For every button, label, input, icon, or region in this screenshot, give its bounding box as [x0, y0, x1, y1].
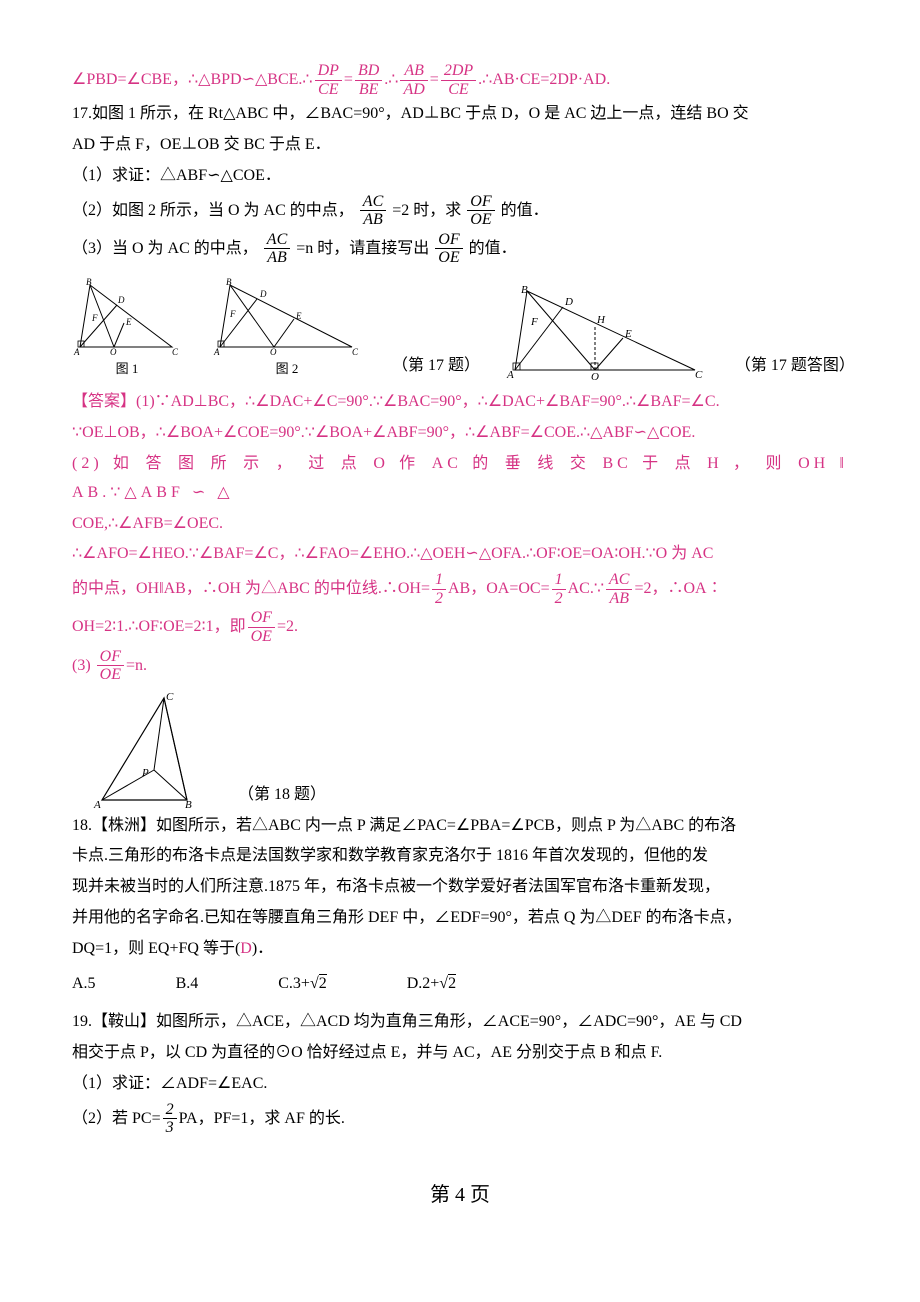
ans17-l1: 【答案】(1)∵AD⊥BC，∴∠DAC+∠C=90°.∵∠BAC=90°，∴∠D… — [72, 388, 848, 417]
svg-text:B: B — [226, 277, 232, 287]
svg-text:B: B — [86, 277, 92, 287]
svg-text:D: D — [117, 295, 125, 305]
svg-text:C: C — [695, 369, 703, 380]
svg-text:B: B — [521, 285, 528, 296]
svg-text:E: E — [624, 328, 632, 340]
q17-stem-line2: AD 于点 F，OE⊥OB 交 BC 于点 E． — [72, 131, 848, 160]
svg-text:F: F — [530, 316, 538, 328]
q18-l5: DQ=1，则 EQ+FQ 等于(D)． — [72, 935, 848, 964]
choice-d: D.2+√2 — [407, 970, 456, 999]
frac-of-oe-4: OFOE — [97, 648, 124, 684]
q19-p2: （2）若 PC=23PA，PF=1，求 AF 的长. — [72, 1101, 848, 1137]
q17-figures-row: B A C D F E O 图 1 B A C D F E O 图 2 （第 1… — [72, 277, 848, 380]
svg-text:E: E — [295, 311, 302, 321]
svg-text:H: H — [596, 314, 606, 326]
frac-of-oe: OFOE — [467, 193, 494, 229]
fig2-label: 图 2 — [276, 357, 299, 380]
fig1-label: 图 1 — [116, 357, 139, 380]
q17-part1: （1）求证：△ABF∽△COE． — [72, 162, 848, 191]
q19-p1: （1）求证：∠ADF=∠EAC. — [72, 1070, 848, 1099]
svg-text:O: O — [591, 371, 599, 380]
q18-figure-row: A B C P （第 18 题） — [92, 690, 848, 810]
svg-text:P: P — [141, 767, 149, 779]
frac-ac-ab-3: ACAB — [606, 571, 632, 607]
q18-answer-letter: D — [240, 940, 252, 957]
svg-text:A: A — [93, 799, 101, 810]
ans17-l5: ∴∠AFO=∠HEO.∵∠BAF=∠C，∴∠FAO=∠EHO.∴△OEH∽△OF… — [72, 540, 848, 569]
svg-text:D: D — [259, 289, 267, 299]
q19-l1: 19.【鞍山】如图所示，△ACE，△ACD 均为直角三角形，∠ACE=90°，∠… — [72, 1008, 848, 1037]
svg-text:E: E — [125, 317, 132, 327]
svg-text:F: F — [229, 309, 236, 319]
frac-dp-ce: DPCE — [315, 62, 342, 98]
ans17-l3: (2) 如 答 图 所 示 ， 过 点 O 作 AC 的 垂 线 交 BC 于 … — [72, 450, 848, 508]
frac-bd-be: BDBE — [355, 62, 382, 98]
frac-of-oe-2: OFOE — [435, 231, 462, 267]
svg-text:C: C — [166, 691, 174, 703]
choice-a: A.5 — [72, 970, 96, 999]
svg-text:C: C — [352, 347, 359, 357]
q17-figure-2: B A C D F E O 图 2 — [212, 277, 362, 380]
svg-text:A: A — [213, 347, 220, 357]
svg-text:B: B — [185, 799, 192, 810]
choice-c: C.3+√2 — [278, 970, 326, 999]
q18-l1: 18.【株洲】如图所示，若△ABC 内一点 P 满足∠PAC=∠PBA=∠PCB… — [72, 812, 848, 841]
frac-ac-ab-2: ACAB — [264, 231, 290, 267]
q18-l3: 现并未被当时的人们所注意.1875 年，布洛卡点被一个数学爱好者法国军官布洛卡重… — [72, 873, 848, 902]
ans17-l4: COE,∴∠AFB=∠OEC. — [72, 510, 848, 539]
q17-answer-figure: B A C D F H E O — [505, 285, 705, 380]
svg-text:A: A — [506, 369, 514, 380]
svg-text:O: O — [270, 347, 277, 357]
q17-part3: （3）当 O 为 AC 的中点， ACAB =n 时，请直接写出 OFOE 的值… — [72, 231, 848, 267]
frac-of-oe-3: OFOE — [248, 609, 275, 645]
svg-text:C: C — [172, 347, 179, 357]
q17-figure-caption: （第 17 题） — [392, 352, 475, 381]
q18-choices: A.5 B.4 C.3+√2 D.2+√2 — [72, 970, 848, 999]
q17-answer-caption: （第 17 题答图） — [735, 352, 848, 381]
svg-text:D: D — [564, 296, 573, 308]
ans17-l2: ∵OE⊥OB，∴∠BOA+∠COE=90°.∵∠BOA+∠ABF=90°，∴∠A… — [72, 419, 848, 448]
frac-ac-ab: ACAB — [360, 193, 386, 229]
q17-part2: （2）如图 2 所示，当 O 为 AC 的中点， ACAB =2 时，求 OFO… — [72, 193, 848, 229]
q17-stem-line1: 17.如图 1 所示，在 Rt△ABC 中，∠BAC=90°，AD⊥BC 于点 … — [72, 100, 848, 129]
q18-l2: 卡点.三角形的布洛卡点是法国数学家和数学教育家克洛尔于 1816 年首次发现的，… — [72, 842, 848, 871]
frac-2dp-ce: 2DPCE — [441, 62, 476, 98]
q19-l2: 相交于点 P，以 CD 为直径的⊙O 恰好经过点 E，并与 AC，AE 分别交于… — [72, 1039, 848, 1068]
frac-2-3: 23 — [163, 1101, 177, 1137]
frac-half-2: 12 — [552, 571, 566, 607]
frac-half-1: 12 — [432, 571, 446, 607]
q17-figure-1: B A C D F E O 图 1 — [72, 277, 182, 380]
q18-figure-svg: A B C P — [92, 690, 232, 810]
svg-text:A: A — [73, 347, 80, 357]
opening-pink-line: ∠PBD=∠CBE，∴△BPD∽△BCE.∴DPCE=BDBE.∴ABAD=2D… — [72, 62, 848, 98]
frac-ab-ad: ABAD — [400, 62, 427, 98]
svg-text:O: O — [110, 347, 117, 357]
q18-l4: 并用他的名字命名.已知在等腰直角三角形 DEF 中，∠EDF=90°，若点 Q … — [72, 904, 848, 933]
ans17-l6: 的中点，OH‖AB，∴OH 为△ABC 的中位线.∴OH=12AB，OA=OC=… — [72, 571, 848, 607]
q18-figure-caption: （第 18 题） — [238, 781, 326, 810]
choice-b: B.4 — [176, 970, 199, 999]
ans17-l7: OH=2∶1.∴OF∶OE=2∶1，即OFOE=2. — [72, 609, 848, 645]
txt: ∠PBD=∠CBE，∴△BPD∽△BCE.∴ — [72, 71, 313, 88]
page-number: 第 4 页 — [72, 1177, 848, 1213]
svg-text:F: F — [91, 313, 98, 323]
ans17-l8: (3) OFOE=n. — [72, 648, 848, 684]
